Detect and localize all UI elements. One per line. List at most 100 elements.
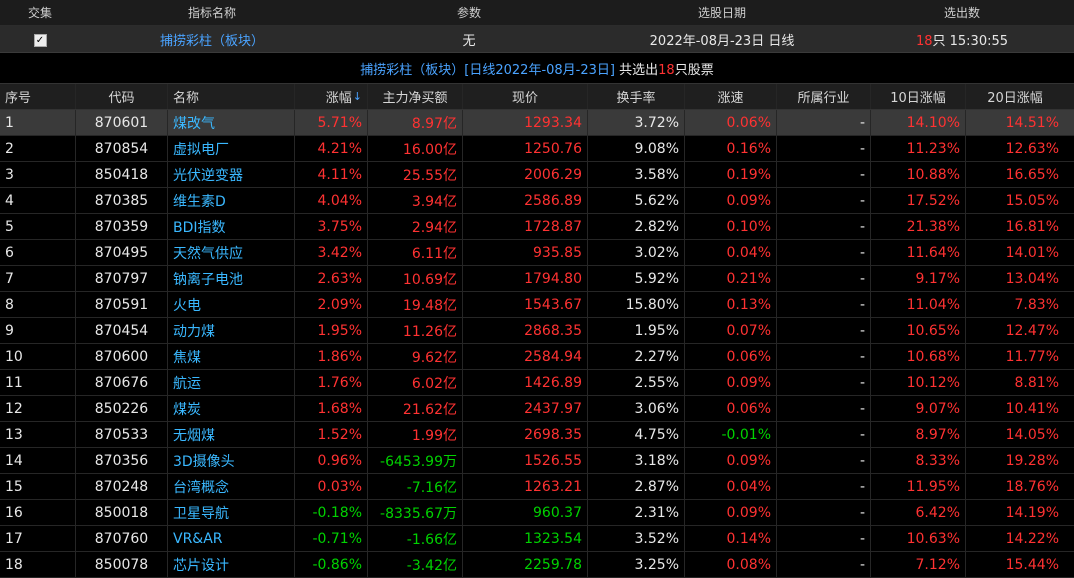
table-row[interactable]: 8 870591 火电 2.09% 19.48亿 1543.67 15.80% 0.13% -1…: [0, 292, 1074, 318]
cell-industry: -: [777, 266, 871, 291]
table-row[interactable]: 18 850078 芯片设计 -0.86% -3.42亿 2259.78 3.25% 0.08…: [0, 552, 1074, 578]
cell-price: 1426.89: [463, 370, 588, 395]
cell-industry: -: [777, 526, 871, 551]
col-code[interactable]: 代码: [76, 84, 168, 109]
col-seq[interactable]: 序号: [0, 84, 76, 109]
cell-industry: -: [777, 344, 871, 369]
intersection-checkbox[interactable]: ✓: [33, 33, 47, 47]
col-change-label: 涨幅: [325, 91, 352, 106]
header-intersection: 交集: [27, 6, 52, 20]
cell-speed: 0.10%: [685, 214, 777, 239]
table-row[interactable]: 4 870385 维生素D 4.04% 3.94亿 2586.89 5.62% 0.09% -1…: [0, 188, 1074, 214]
table-row[interactable]: 15 870248 台湾概念 0.03% -7.16亿 1263.21 2.87% 0.04%…: [0, 474, 1074, 500]
table-body: 1 870601 煤改气 5.71% 8.97亿 1293.34 3.72% 0.06% -14…: [0, 110, 1074, 578]
col-10day[interactable]: 10日涨幅: [871, 84, 966, 109]
cell-code: 870359: [76, 214, 168, 239]
col-change[interactable]: 涨幅 ↓: [295, 84, 368, 109]
cell-price: 1250.76: [463, 136, 588, 161]
cell-code: 870676: [76, 370, 168, 395]
cell-20day: 15.44%: [1005, 556, 1059, 573]
cell-main-flow: 10.69亿: [368, 266, 463, 291]
header-param: 参数: [456, 6, 481, 20]
cell-change: 5.71%: [295, 110, 368, 135]
cell-industry: -: [777, 214, 871, 239]
cell-speed: 0.09%: [685, 188, 777, 213]
cell-20day: 14.22%: [1005, 530, 1059, 547]
cell-industry: -: [777, 474, 871, 499]
table-row[interactable]: 17 870760 VR&AR -0.71% -1.66亿 1323.54 3.52% 0.1…: [0, 526, 1074, 552]
cell-name: 钠离子电池: [168, 266, 295, 291]
cell-20day: 14.51%: [1005, 114, 1059, 131]
cell-change: 0.96%: [295, 448, 368, 473]
cell-turnover: 3.25%: [588, 552, 685, 577]
col-turnover[interactable]: 换手率: [588, 84, 685, 109]
cell-10day: 11.23%: [871, 136, 966, 161]
col-name[interactable]: 名称: [168, 84, 295, 109]
table-row[interactable]: 9 870454 动力煤 1.95% 11.26亿 2868.35 1.95% 0.07% -1…: [0, 318, 1074, 344]
cell-seq: 8: [0, 292, 76, 317]
cell-seq: 16: [0, 500, 76, 525]
selection-row[interactable]: ✓ 捕捞彩柱（板块） 无 2022年-08月-23日 日线 18只 15:30:…: [0, 26, 1074, 52]
cell-code: 850226: [76, 396, 168, 421]
cell-10day: 10.12%: [871, 370, 966, 395]
cell-seq: 14: [0, 448, 76, 473]
cell-10day: 9.17%: [871, 266, 966, 291]
cell-seq: 2: [0, 136, 76, 161]
cell-name: 台湾概念: [168, 474, 295, 499]
cell-main-flow: -1.66亿: [368, 526, 463, 551]
cell-10day: 14.10%: [871, 110, 966, 135]
col-industry[interactable]: 所属行业: [777, 84, 871, 109]
cell-name: 火电: [168, 292, 295, 317]
cell-main-flow: -3.42亿: [368, 552, 463, 577]
cell-20day: 16.65%: [1005, 166, 1059, 183]
col-main-flow[interactable]: 主力净买额: [368, 84, 463, 109]
cell-speed: 0.09%: [685, 500, 777, 525]
cell-10day: 17.52%: [871, 188, 966, 213]
cell-10day: 10.65%: [871, 318, 966, 343]
cell-turnover: 2.55%: [588, 370, 685, 395]
cell-10day: 10.68%: [871, 344, 966, 369]
table-row[interactable]: 2 870854 虚拟电厂 4.21% 16.00亿 1250.76 9.08% 0.16% -…: [0, 136, 1074, 162]
table-row[interactable]: 7 870797 钠离子电池 2.63% 10.69亿 1794.80 5.92% 0.21%…: [0, 266, 1074, 292]
table-row[interactable]: 11 870676 航运 1.76% 6.02亿 1426.89 2.55% 0.09% -10…: [0, 370, 1074, 396]
cell-10day: 10.88%: [871, 162, 966, 187]
cell-code: 870760: [76, 526, 168, 551]
cell-main-flow: 25.55亿: [368, 162, 463, 187]
cell-industry: -: [777, 396, 871, 421]
cell-turnover: 3.06%: [588, 396, 685, 421]
cell-turnover: 3.58%: [588, 162, 685, 187]
table-row[interactable]: 1 870601 煤改气 5.71% 8.97亿 1293.34 3.72% 0.06% -14…: [0, 110, 1074, 136]
cell-main-flow: 19.48亿: [368, 292, 463, 317]
table-row[interactable]: 5 870359 BDI指数 3.75% 2.94亿 1728.87 2.82% 0.10% -…: [0, 214, 1074, 240]
cell-main-flow: 8.97亿: [368, 110, 463, 135]
cell-code: 870601: [76, 110, 168, 135]
cell-name: 卫星导航: [168, 500, 295, 525]
cell-name: 芯片设计: [168, 552, 295, 577]
table-row[interactable]: 6 870495 天然气供应 3.42% 6.11亿 935.85 3.02% 0.04% -1…: [0, 240, 1074, 266]
table-row[interactable]: 16 850018 卫星导航 -0.18% -8335.67万 960.37 2.31% 0.…: [0, 500, 1074, 526]
cell-code: 870600: [76, 344, 168, 369]
col-speed[interactable]: 涨速: [685, 84, 777, 109]
result-title-prefix: 捕捞彩柱（板块）[日线2022年-08月-23日]: [360, 63, 615, 78]
table-row[interactable]: 14 870356 3D摄像头 0.96% -6453.99万 1526.55 3.18% 0…: [0, 448, 1074, 474]
col-20day[interactable]: 20日涨幅: [987, 91, 1043, 106]
table-row[interactable]: 13 870533 无烟煤 1.52% 1.99亿 2698.35 4.75% -0.01% -…: [0, 422, 1074, 448]
table-row[interactable]: 12 850226 煤炭 1.68% 21.62亿 2437.97 3.06% 0.06% -9…: [0, 396, 1074, 422]
cell-main-flow: 1.99亿: [368, 422, 463, 447]
cell-main-flow: 9.62亿: [368, 344, 463, 369]
cell-code: 870248: [76, 474, 168, 499]
col-price[interactable]: 现价: [463, 84, 588, 109]
cell-turnover: 2.27%: [588, 344, 685, 369]
cell-change: 2.09%: [295, 292, 368, 317]
table-row[interactable]: 10 870600 焦煤 1.86% 9.62亿 2584.94 2.27% 0.06% -10…: [0, 344, 1074, 370]
cell-speed: 0.14%: [685, 526, 777, 551]
header-indicator-name: 指标名称: [187, 6, 236, 20]
cell-name: 焦煤: [168, 344, 295, 369]
cell-price: 1263.21: [463, 474, 588, 499]
cell-seq: 5: [0, 214, 76, 239]
cell-change: 0.03%: [295, 474, 368, 499]
table-row[interactable]: 3 850418 光伏逆变器 4.11% 25.55亿 2006.29 3.58% 0.19%…: [0, 162, 1074, 188]
cell-seq: 11: [0, 370, 76, 395]
cell-code: 850018: [76, 500, 168, 525]
indicator-name[interactable]: 捕捞彩柱（板块）: [159, 33, 264, 49]
